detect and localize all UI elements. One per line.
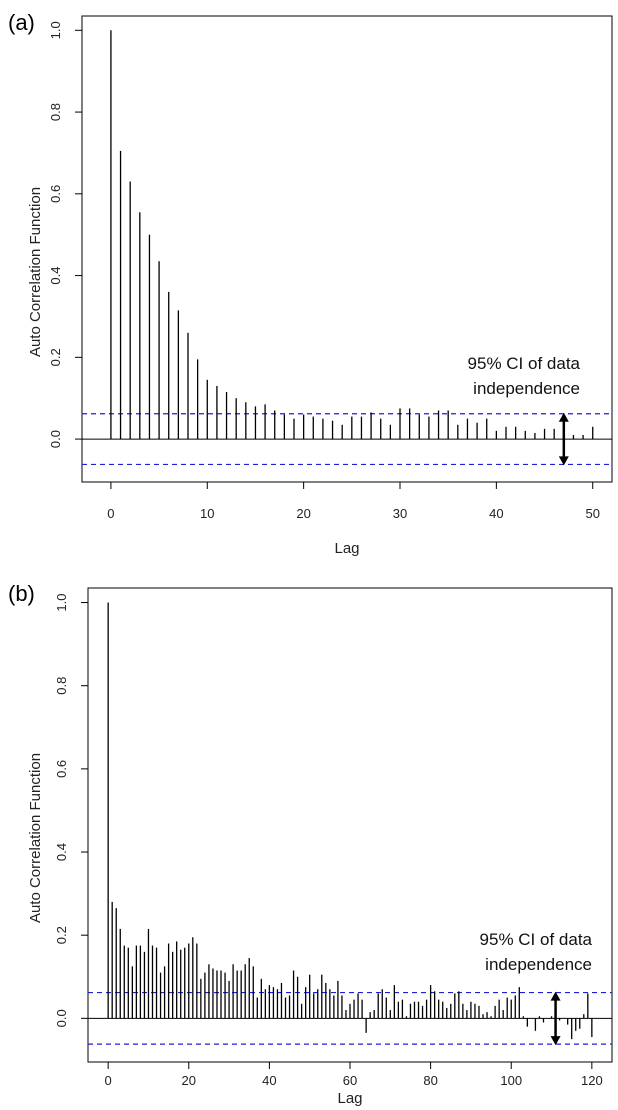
- ci-arrow-a: [558, 412, 569, 466]
- x-tick-label: 40: [489, 506, 503, 521]
- panel-label-a: (a): [8, 10, 35, 35]
- acf-bars-a: [110, 30, 594, 440]
- x-tick-label: 0: [105, 1073, 112, 1088]
- x-tick-label: 20: [296, 506, 310, 521]
- ci-arrow-head-top: [550, 991, 561, 1001]
- y-tick-label: 1.0: [48, 21, 63, 39]
- acf-panel-a: (a) 0 10 20 30 40 50 0.0 0.2 0.4 0.6 0.8 1.0 Lag Au…: [8, 10, 613, 557]
- plot-frame-b: [87, 587, 613, 1063]
- y-axis-label-a: Auto Correlation Function: [27, 187, 44, 357]
- ci-arrow-head-bottom: [558, 456, 569, 466]
- x-tick-label: 10: [200, 506, 214, 521]
- x-axis-label-b: Lag: [337, 1090, 362, 1107]
- ci-arrow-head-top: [558, 412, 569, 422]
- x-axis-label-a: Lag: [334, 540, 359, 557]
- y-tick-label: 0.6: [54, 760, 69, 778]
- ci-arrow-head-bottom: [550, 1036, 561, 1046]
- y-tick-label: 0.0: [48, 430, 63, 448]
- y-tick-label: 0.4: [48, 267, 63, 285]
- axes-a: 0 10 20 30 40 50 0.0 0.2 0.4 0.6 0.8 1.0: [48, 21, 600, 521]
- x-tick-label: 60: [343, 1073, 357, 1088]
- ci-annotation-line1-a: 95% CI of data: [468, 354, 581, 373]
- ci-lines-a: [82, 413, 612, 466]
- plot-frame-a: [81, 15, 613, 483]
- y-tick-label: 0.2: [48, 348, 63, 366]
- y-tick-label: 0.8: [48, 103, 63, 121]
- y-tick-label: 0.2: [54, 926, 69, 944]
- x-tick-label: 20: [182, 1073, 196, 1088]
- panel-label-b: (b): [8, 581, 35, 606]
- y-axis-label-b: Auto Correlation Function: [27, 753, 44, 923]
- x-tick-label: 100: [500, 1073, 522, 1088]
- axes-b: 0 20 40 60 80 100 120 0.0 0.2 0.4 0.6 0.8 1.0: [54, 594, 603, 1088]
- ci-arrow-b: [550, 991, 561, 1046]
- x-tick-label: 80: [423, 1073, 437, 1088]
- acf-panel-b: (b) 0 20 40 60 80 100 120 0.0 0.2 0.4 0.6 0.8 1.0 La…: [8, 581, 613, 1107]
- x-tick-label: 30: [393, 506, 407, 521]
- x-tick-label: 120: [581, 1073, 603, 1088]
- x-tick-label: 40: [262, 1073, 276, 1088]
- ci-lines-b: [88, 991, 612, 1045]
- acf-bars-b: [107, 602, 593, 1040]
- x-tick-label: 0: [107, 506, 114, 521]
- y-tick-label: 0.8: [54, 677, 69, 695]
- y-tick-label: 0.0: [54, 1009, 69, 1027]
- y-tick-label: 0.6: [48, 185, 63, 203]
- y-tick-label: 0.4: [54, 843, 69, 861]
- ci-annotation-line2-a: independence: [473, 379, 580, 398]
- ci-annotation-line1-b: 95% CI of data: [480, 930, 593, 949]
- ci-annotation-line2-b: independence: [485, 955, 592, 974]
- x-tick-label: 50: [585, 506, 599, 521]
- y-tick-label: 1.0: [54, 594, 69, 612]
